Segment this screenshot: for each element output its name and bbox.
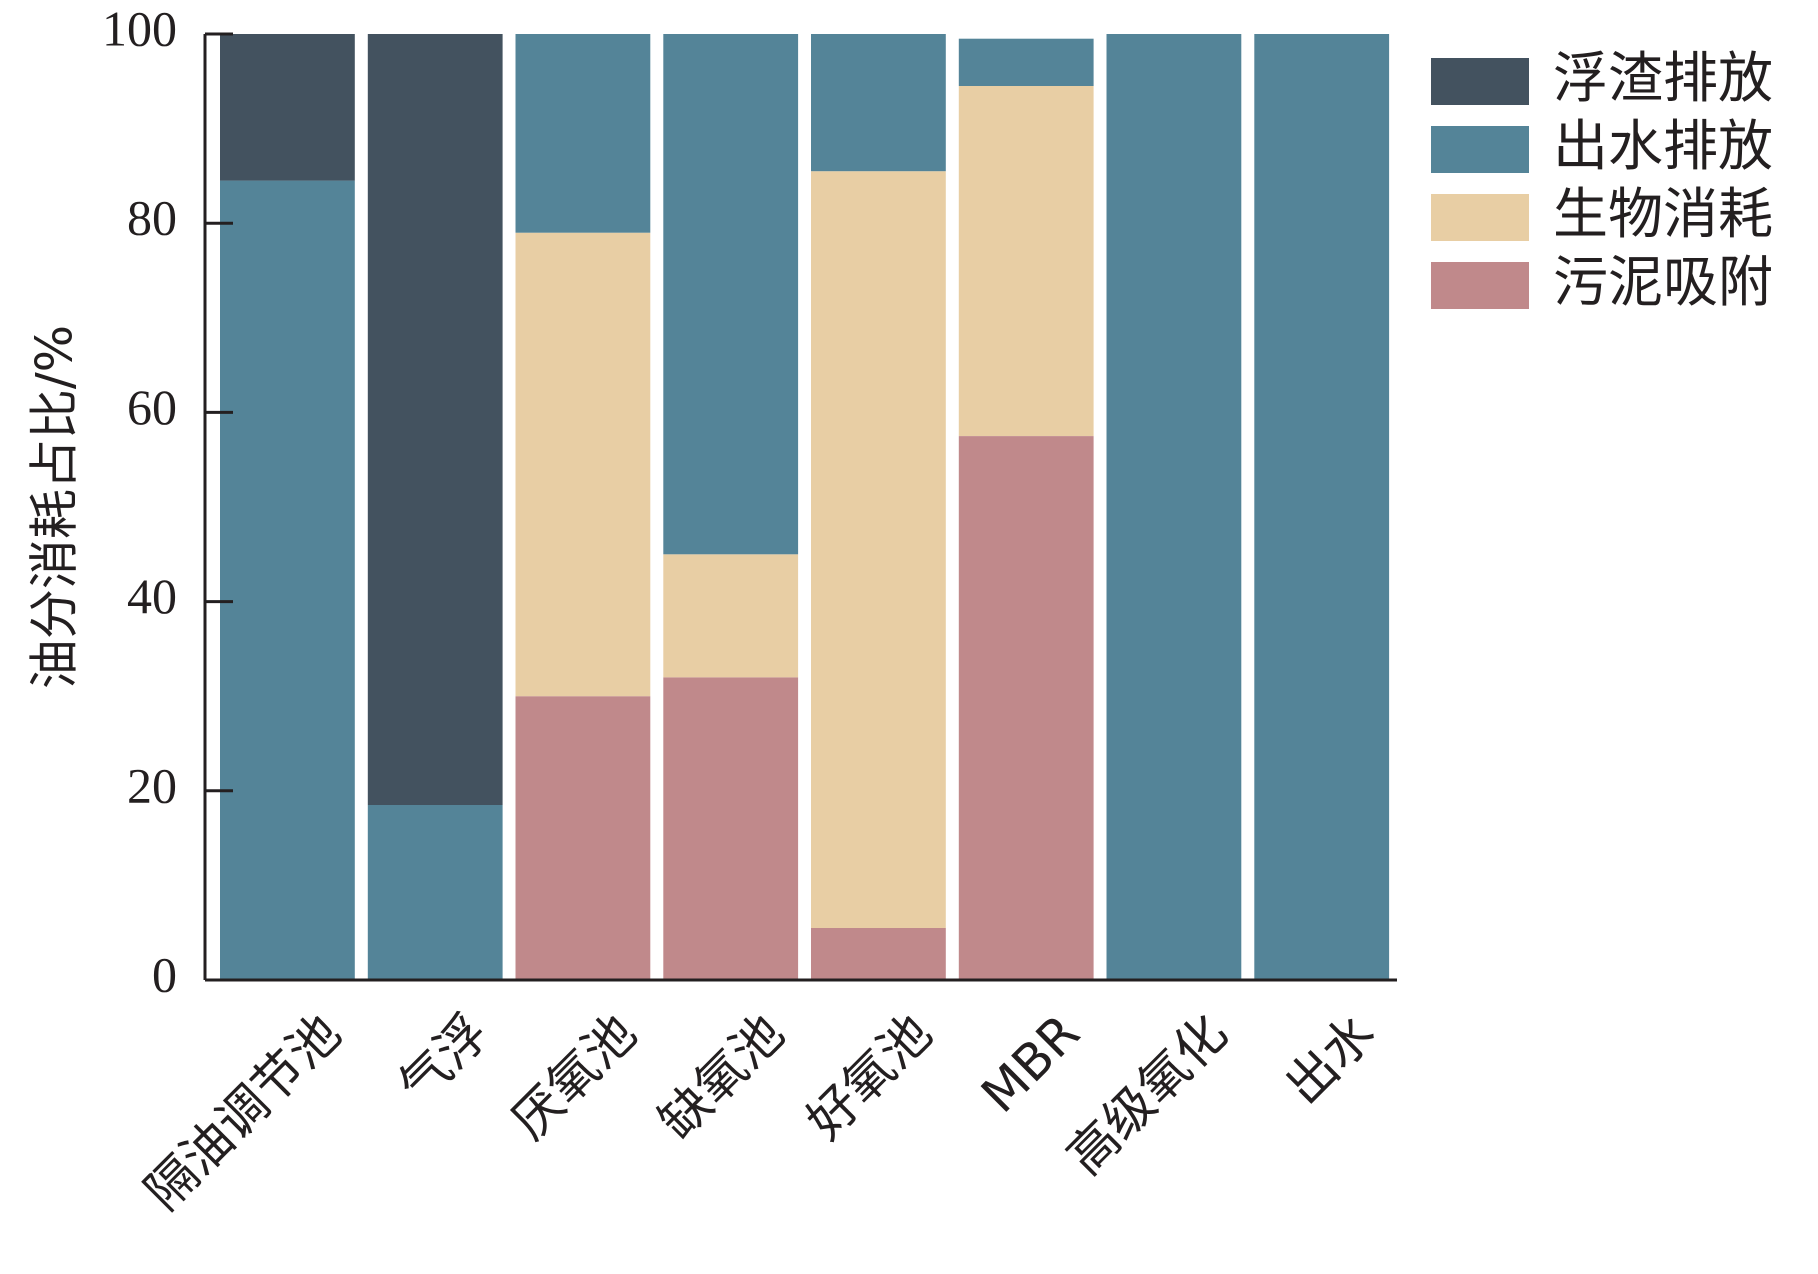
x-category-label-5: 好氧池 (796, 1003, 943, 1150)
bar-segment-3-1 (515, 696, 651, 980)
x-category-label-4: 缺氧池 (648, 1003, 795, 1150)
axes-group (203, 34, 1397, 982)
x-category-label-8: 出水 (1274, 1003, 1386, 1115)
legend-swatch-2 (1431, 126, 1529, 173)
x-category-label-7: 高级氧化 (1056, 1003, 1238, 1185)
x-category-label-1: 隔油调节池 (134, 1003, 352, 1221)
y-tick-label-20: 20 (127, 757, 177, 813)
bar-segment-7-3 (1106, 34, 1242, 980)
y-tick-label-100: 100 (102, 0, 177, 56)
x-category-label-6: MBR (970, 1003, 1090, 1123)
legend-label-3: 生物消耗 (1553, 182, 1773, 246)
bar-segment-3-3 (515, 34, 651, 233)
bar-segment-4-1 (663, 677, 799, 980)
bars-group (220, 34, 1390, 981)
x-category-label-2: 气浮 (388, 1003, 500, 1115)
y-ticks-group: 0 20 40 60 80 100 (102, 0, 233, 1002)
bar-segment-8-3 (1254, 34, 1390, 980)
bar-segment-2-4 (367, 34, 503, 805)
y-tick-label-60: 60 (127, 379, 177, 435)
y-tick-label-40: 40 (127, 568, 177, 624)
bar-segment-5-3 (811, 34, 946, 172)
x-category-label-3: 厌氧池 (500, 1003, 647, 1150)
bar-segment-6-1 (958, 436, 1094, 981)
bar-segment-1-4 (220, 34, 355, 181)
legend-label-2: 出水排放 (1553, 114, 1773, 178)
bar-segment-6-2 (958, 86, 1094, 436)
y-tick-label-0: 0 (152, 946, 177, 1002)
bar-segment-2-3 (367, 805, 503, 980)
bar-segment-3-2 (515, 232, 651, 697)
bar-segment-4-2 (663, 554, 799, 678)
legend-label-1: 浮渣排放 (1553, 46, 1773, 110)
y-axis-title: 油分消耗占比/% (26, 325, 84, 689)
bar-segment-4-3 (663, 34, 799, 555)
legend-swatch-1 (1431, 58, 1529, 105)
legend-swatch-4 (1431, 262, 1529, 309)
bar-segment-6-3 (958, 38, 1094, 86)
y-tick-label-80: 80 (127, 190, 177, 246)
legend-swatch-3 (1431, 194, 1529, 241)
bar-segment-5-1 (811, 928, 946, 980)
bar-segment-1-3 (220, 180, 355, 981)
legend-label-4: 污泥吸附 (1553, 250, 1773, 314)
bar-segment-5-2 (811, 171, 946, 928)
